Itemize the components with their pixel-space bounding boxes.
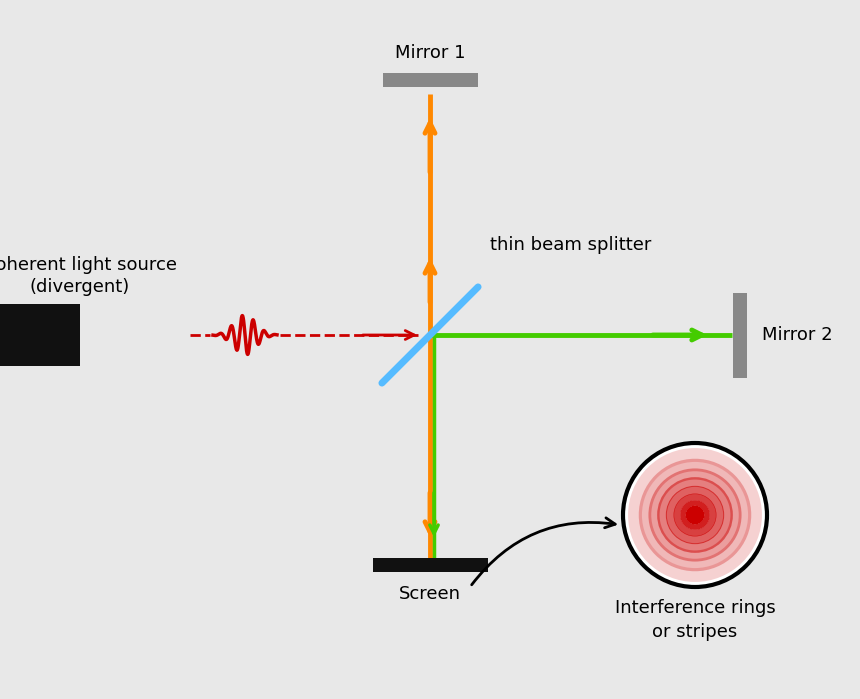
Text: Coherent light source
(divergent): Coherent light source (divergent)	[0, 256, 177, 296]
Text: Mirror 2: Mirror 2	[762, 326, 832, 344]
Text: thin beam splitter: thin beam splitter	[490, 236, 651, 254]
Circle shape	[623, 443, 767, 587]
Bar	[372, 558, 488, 572]
Text: Screen: Screen	[399, 585, 461, 603]
Bar	[383, 73, 477, 87]
Text: Mirror 1: Mirror 1	[395, 44, 465, 62]
Bar	[64, 324, 80, 346]
Bar	[0, 304, 80, 366]
Bar	[733, 292, 747, 377]
Text: Interference rings
or stripes: Interference rings or stripes	[615, 599, 776, 640]
Circle shape	[690, 510, 700, 520]
